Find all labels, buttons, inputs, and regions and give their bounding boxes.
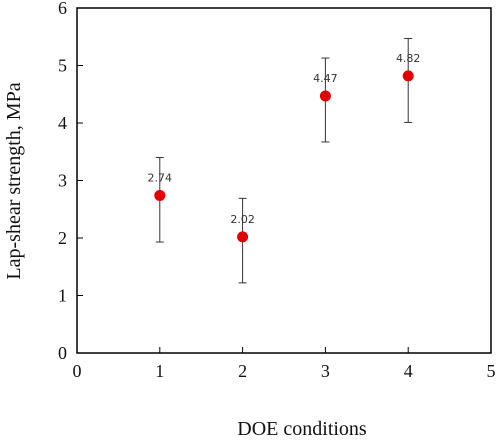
y-tick-label: 3 — [58, 171, 67, 191]
data-label: 4.82 — [396, 52, 421, 65]
y-axis-title: Lap-shear strength, MPa — [3, 82, 25, 279]
data-label: 4.47 — [313, 72, 338, 85]
x-tick-label: 4 — [404, 361, 413, 381]
y-tick-label: 1 — [58, 286, 67, 306]
data-point — [237, 231, 249, 243]
y-tick-label: 5 — [58, 56, 67, 76]
plot-frame — [76, 7, 492, 354]
x-axis-title: DOE conditions — [237, 418, 367, 440]
x-axis-ticks: 0 1 2 3 4 5 — [73, 347, 496, 381]
x-tick-label: 1 — [155, 361, 164, 381]
x-tick-label: 3 — [321, 361, 330, 381]
y-axis-ticks: 0 1 2 3 4 5 6 — [58, 0, 83, 363]
data-label: 2.74 — [148, 171, 173, 184]
x-tick-label: 2 — [238, 361, 247, 381]
x-tick-label: 0 — [73, 361, 82, 381]
y-tick-label: 4 — [58, 113, 67, 133]
data-labels: 2.74 2.02 4.47 4.82 — [148, 52, 421, 226]
data-point — [402, 70, 414, 82]
data-label: 2.02 — [230, 213, 255, 226]
data-points — [154, 70, 414, 243]
error-bars — [155, 37, 413, 284]
data-point — [154, 189, 166, 201]
y-tick-label: 0 — [58, 343, 67, 363]
y-tick-label: 6 — [58, 0, 67, 18]
x-tick-label: 5 — [487, 361, 496, 381]
data-point — [319, 90, 331, 102]
y-tick-label: 2 — [58, 228, 67, 248]
